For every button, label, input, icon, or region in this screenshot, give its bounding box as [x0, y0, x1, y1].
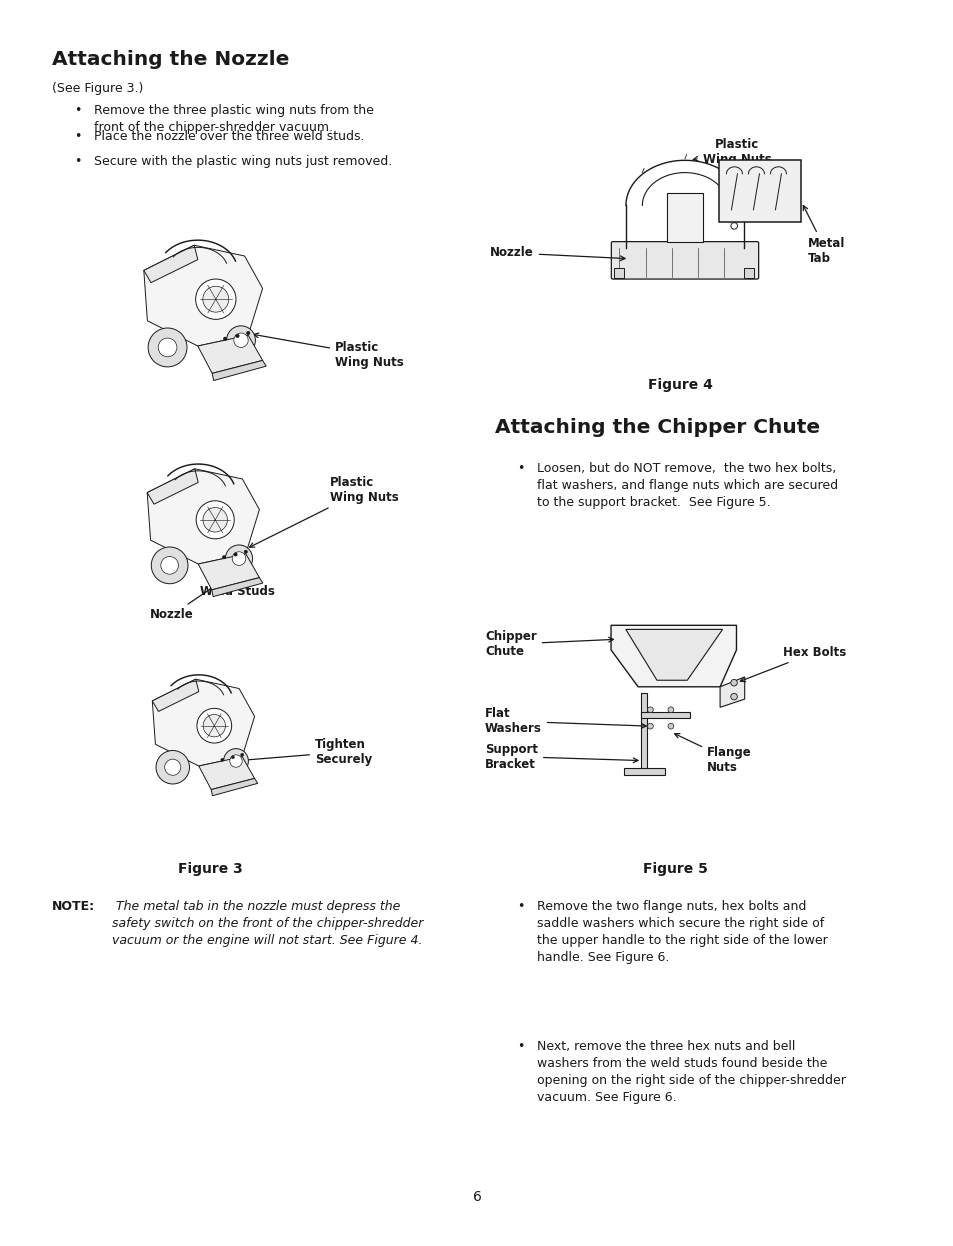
- Circle shape: [165, 759, 181, 775]
- Circle shape: [232, 552, 246, 566]
- Text: Tighten
Securely: Tighten Securely: [236, 738, 372, 766]
- Circle shape: [223, 749, 248, 774]
- Text: Attaching the Chipper Chute: Attaching the Chipper Chute: [495, 417, 820, 437]
- Text: •: •: [74, 130, 81, 143]
- Circle shape: [203, 287, 229, 313]
- Circle shape: [233, 553, 237, 556]
- Circle shape: [152, 547, 188, 583]
- Text: Secure with the plastic wing nuts just removed.: Secure with the plastic wing nuts just r…: [94, 155, 392, 168]
- Polygon shape: [152, 679, 254, 766]
- Text: •: •: [517, 1040, 524, 1053]
- Circle shape: [730, 693, 737, 700]
- Bar: [623, 768, 664, 775]
- Text: •: •: [517, 900, 524, 913]
- Text: Place the nozzle over the three weld studs.: Place the nozzle over the three weld stu…: [94, 130, 364, 143]
- Polygon shape: [197, 335, 262, 374]
- Circle shape: [203, 714, 225, 736]
- Circle shape: [161, 557, 178, 574]
- Circle shape: [148, 328, 187, 366]
- Bar: [666, 193, 702, 242]
- Circle shape: [647, 706, 653, 713]
- Text: Remove the two flange nuts, hex bolts and
saddle washers which secure the right : Remove the two flange nuts, hex bolts an…: [537, 900, 827, 964]
- Circle shape: [244, 549, 247, 553]
- Circle shape: [730, 223, 737, 229]
- Circle shape: [156, 750, 190, 784]
- Text: Figure 5: Figure 5: [642, 862, 707, 876]
- Polygon shape: [720, 677, 744, 708]
- Text: NOTE:: NOTE:: [52, 900, 95, 913]
- Bar: [639, 713, 689, 718]
- Bar: [719, 159, 801, 222]
- Text: Plastic
Wing Nuts: Plastic Wing Nuts: [693, 138, 771, 166]
- Text: (See Figure 3.): (See Figure 3.): [52, 82, 143, 95]
- Circle shape: [730, 679, 737, 687]
- Text: Flange
Nuts: Flange Nuts: [674, 734, 751, 774]
- Bar: [614, 268, 623, 278]
- Circle shape: [203, 507, 227, 532]
- Polygon shape: [198, 553, 259, 589]
- Text: Loosen, but do NOT remove,  the two hex bolts,
flat washers, and flange nuts whi: Loosen, but do NOT remove, the two hex b…: [537, 462, 838, 510]
- Text: 6: 6: [472, 1190, 481, 1204]
- Circle shape: [227, 326, 255, 355]
- Text: Hex Bolts: Hex Bolts: [740, 645, 845, 682]
- Polygon shape: [144, 245, 197, 283]
- Text: Chipper
Chute: Chipper Chute: [484, 630, 613, 658]
- Circle shape: [220, 759, 224, 761]
- Text: •: •: [74, 155, 81, 168]
- Text: Plastic
Wing Nuts: Plastic Wing Nuts: [253, 333, 403, 369]
- Circle shape: [158, 338, 176, 356]
- Text: Figure 4: Figure 4: [647, 378, 712, 392]
- Polygon shape: [211, 779, 257, 796]
- Circle shape: [232, 756, 234, 759]
- Circle shape: [667, 706, 673, 713]
- Circle shape: [196, 501, 234, 538]
- Bar: [743, 268, 753, 278]
- Circle shape: [230, 755, 242, 768]
- Circle shape: [246, 331, 250, 335]
- Polygon shape: [152, 679, 198, 711]
- Polygon shape: [147, 468, 198, 505]
- Circle shape: [196, 708, 232, 743]
- Polygon shape: [611, 625, 736, 687]
- Polygon shape: [212, 578, 262, 597]
- Circle shape: [233, 333, 248, 348]
- Text: Attaching the Nozzle: Attaching the Nozzle: [52, 50, 289, 69]
- Polygon shape: [147, 468, 259, 564]
- Text: Nozzle: Nozzle: [150, 577, 229, 622]
- Circle shape: [223, 336, 227, 340]
- Circle shape: [667, 723, 673, 729]
- Text: Plastic
Wing Nuts: Plastic Wing Nuts: [250, 476, 398, 547]
- Text: •: •: [74, 103, 81, 117]
- Circle shape: [222, 556, 226, 559]
- Circle shape: [240, 754, 244, 756]
- Circle shape: [195, 279, 235, 319]
- Text: Remove the three plastic wing nuts from the
front of the chipper-shredder vacuum: Remove the three plastic wing nuts from …: [94, 103, 374, 135]
- Text: Metal
Tab: Metal Tab: [802, 206, 844, 265]
- Text: Weld Studs: Weld Studs: [200, 558, 274, 598]
- Polygon shape: [212, 360, 266, 380]
- Polygon shape: [625, 629, 721, 680]
- Text: Next, remove the three hex nuts and bell
washers from the weld studs found besid: Next, remove the three hex nuts and bell…: [537, 1040, 845, 1104]
- Circle shape: [235, 334, 239, 338]
- Circle shape: [225, 545, 253, 572]
- Text: The metal tab in the nozzle must depress the
safety switch on the front of the c: The metal tab in the nozzle must depress…: [112, 900, 423, 947]
- Text: Flat
Washers: Flat Washers: [484, 708, 645, 735]
- Text: •: •: [517, 462, 524, 475]
- Polygon shape: [198, 756, 254, 790]
- Polygon shape: [144, 245, 262, 346]
- Bar: [639, 693, 646, 773]
- Text: Support
Bracket: Support Bracket: [484, 743, 638, 770]
- FancyBboxPatch shape: [611, 242, 758, 279]
- Text: Figure 3: Figure 3: [177, 862, 242, 876]
- Text: Nozzle: Nozzle: [490, 247, 624, 260]
- Circle shape: [647, 723, 653, 729]
